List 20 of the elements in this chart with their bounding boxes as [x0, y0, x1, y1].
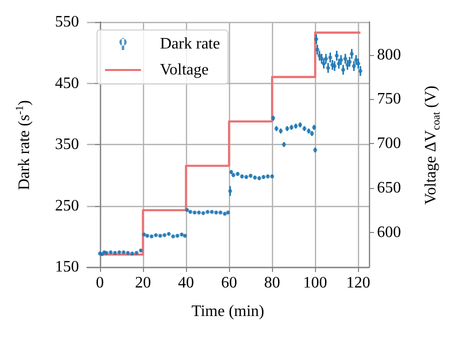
y-tick-label: 550 — [55, 14, 79, 30]
y2-tick-label: 800 — [377, 46, 401, 64]
y2-tick-label: 750 — [377, 90, 401, 108]
y-tick-label: 450 — [55, 74, 79, 92]
x-tick-label: 60 — [221, 274, 238, 292]
x-axis-title: Time (min) — [192, 303, 264, 321]
x-tick-label: 80 — [264, 274, 280, 292]
legend-label: Dark rate — [160, 36, 220, 52]
y2-tick-label: 600 — [377, 224, 401, 241]
y-tick-label: 250 — [55, 197, 79, 214]
y-tick-label: 150 — [55, 258, 79, 276]
legend-label: Voltage — [160, 62, 209, 78]
x-tick-label: 100 — [303, 274, 328, 292]
x-tick-label: 0 — [96, 274, 104, 292]
x-tick-label: 120 — [346, 274, 370, 292]
y-tick-label: 350 — [55, 136, 79, 153]
y2-tick-label: 700 — [377, 135, 401, 152]
y2-tick-label: 650 — [377, 179, 401, 196]
x-tick-label: 40 — [178, 274, 194, 292]
x-tick-label: 20 — [134, 274, 151, 292]
